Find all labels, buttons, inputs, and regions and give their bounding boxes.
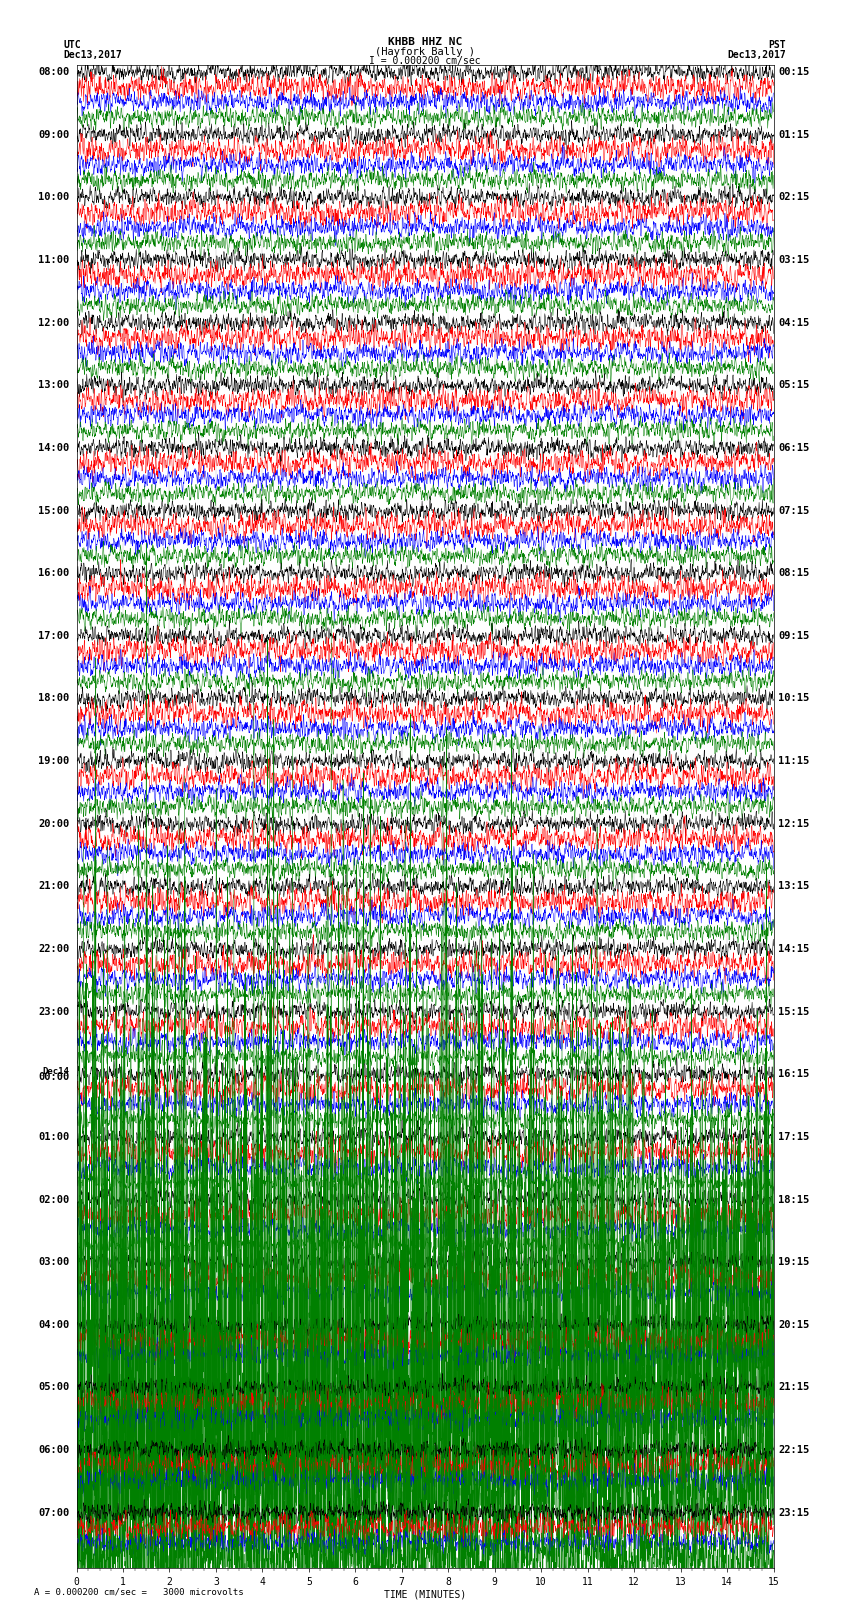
Text: Dec14: Dec14 — [42, 1066, 70, 1076]
Text: 06:00: 06:00 — [38, 1445, 70, 1455]
Text: 15:15: 15:15 — [778, 1007, 809, 1016]
Text: 13:00: 13:00 — [38, 381, 70, 390]
Text: 21:15: 21:15 — [778, 1382, 809, 1392]
Text: 18:15: 18:15 — [778, 1195, 809, 1205]
Text: 06:15: 06:15 — [778, 444, 809, 453]
Text: 03:00: 03:00 — [38, 1257, 70, 1268]
Text: 08:00: 08:00 — [38, 68, 70, 77]
Text: 11:00: 11:00 — [38, 255, 70, 265]
Text: UTC: UTC — [64, 40, 82, 50]
Text: 07:15: 07:15 — [778, 505, 809, 516]
Text: 19:00: 19:00 — [38, 756, 70, 766]
Text: PST: PST — [768, 40, 786, 50]
Text: 18:00: 18:00 — [38, 694, 70, 703]
Text: 01:15: 01:15 — [778, 129, 809, 140]
Text: 14:15: 14:15 — [778, 944, 809, 953]
Text: Dec13,2017: Dec13,2017 — [64, 50, 122, 60]
Text: 05:15: 05:15 — [778, 381, 809, 390]
Text: 09:00: 09:00 — [38, 129, 70, 140]
Text: 20:00: 20:00 — [38, 819, 70, 829]
Text: Dec13,2017: Dec13,2017 — [728, 50, 786, 60]
Text: 05:00: 05:00 — [38, 1382, 70, 1392]
Text: 02:15: 02:15 — [778, 192, 809, 202]
Text: 14:00: 14:00 — [38, 444, 70, 453]
Text: 15:00: 15:00 — [38, 505, 70, 516]
Text: 13:15: 13:15 — [778, 881, 809, 892]
Text: 11:15: 11:15 — [778, 756, 809, 766]
Text: A = 0.000200 cm/sec =   3000 microvolts: A = 0.000200 cm/sec = 3000 microvolts — [34, 1587, 244, 1597]
Text: 23:00: 23:00 — [38, 1007, 70, 1016]
Text: 23:15: 23:15 — [778, 1508, 809, 1518]
Text: 16:15: 16:15 — [778, 1069, 809, 1079]
Text: 12:15: 12:15 — [778, 819, 809, 829]
Text: 04:15: 04:15 — [778, 318, 809, 327]
Text: 16:00: 16:00 — [38, 568, 70, 577]
Text: KHBB HHZ NC: KHBB HHZ NC — [388, 37, 462, 47]
Text: 22:00: 22:00 — [38, 944, 70, 953]
Text: 21:00: 21:00 — [38, 881, 70, 892]
Text: 01:00: 01:00 — [38, 1132, 70, 1142]
Text: 10:00: 10:00 — [38, 192, 70, 202]
Text: 07:00: 07:00 — [38, 1508, 70, 1518]
Text: 00:15: 00:15 — [778, 68, 809, 77]
Text: 08:15: 08:15 — [778, 568, 809, 577]
Text: 02:00: 02:00 — [38, 1195, 70, 1205]
Text: 03:15: 03:15 — [778, 255, 809, 265]
Text: 12:00: 12:00 — [38, 318, 70, 327]
Text: 19:15: 19:15 — [778, 1257, 809, 1268]
Text: 04:00: 04:00 — [38, 1319, 70, 1329]
Text: 20:15: 20:15 — [778, 1319, 809, 1329]
X-axis label: TIME (MINUTES): TIME (MINUTES) — [384, 1590, 466, 1600]
Text: 09:15: 09:15 — [778, 631, 809, 640]
Text: 22:15: 22:15 — [778, 1445, 809, 1455]
Text: 17:00: 17:00 — [38, 631, 70, 640]
Text: 17:15: 17:15 — [778, 1132, 809, 1142]
Text: (Hayfork Bally ): (Hayfork Bally ) — [375, 47, 475, 56]
Text: 10:15: 10:15 — [778, 694, 809, 703]
Text: 00:00: 00:00 — [38, 1073, 70, 1082]
Text: I = 0.000200 cm/sec: I = 0.000200 cm/sec — [369, 56, 481, 66]
